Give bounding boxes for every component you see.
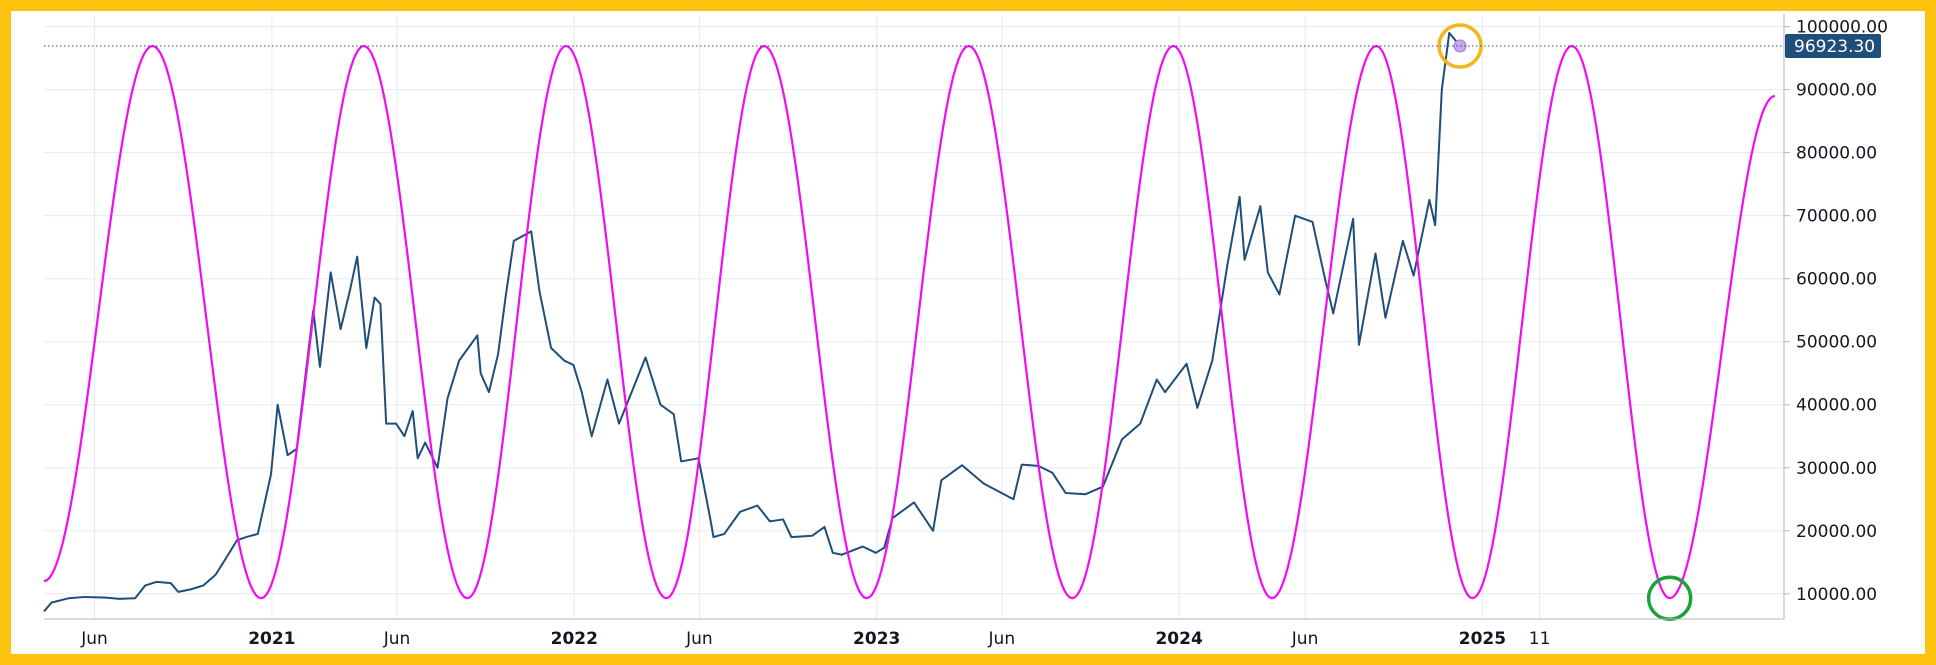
series-layer bbox=[43, 31, 1776, 613]
y-tick-label: 50000.00 bbox=[1796, 333, 1877, 353]
x-tick-label: 2023 bbox=[853, 629, 900, 649]
x-tick-label: 2025 bbox=[1459, 629, 1506, 649]
last-value-badge bbox=[1785, 33, 1881, 58]
last-value-marker: 96923.30 bbox=[44, 33, 1881, 58]
x-tick-label: 2022 bbox=[551, 629, 598, 649]
grid bbox=[44, 14, 1784, 619]
y-tick-label: 10000.00 bbox=[1796, 585, 1877, 605]
y-axis[interactable]: 10000.00 20000.00 30000.00 40000.00 50000.00… bbox=[1784, 18, 1888, 605]
x-tick-label: Jun bbox=[685, 629, 713, 649]
y-tick-label: 70000.00 bbox=[1796, 207, 1877, 227]
y-tick-label: 100000.00 bbox=[1796, 18, 1888, 38]
y-tick-label: 60000.00 bbox=[1796, 270, 1877, 290]
cycle-line bbox=[43, 44, 1776, 600]
y-tick-label: 20000.00 bbox=[1796, 522, 1877, 542]
y-tick-label: 90000.00 bbox=[1796, 81, 1877, 101]
x-axis[interactable]: Jun 2021 Jun 2022 Jun 2023 Jun 2024 Jun 2025 11 bbox=[80, 629, 1550, 649]
x-tick-label: Jun bbox=[80, 629, 108, 649]
x-tick-label: 2021 bbox=[248, 629, 295, 649]
y-tick-label: 40000.00 bbox=[1796, 396, 1877, 416]
x-tick-label: 11 bbox=[1529, 629, 1551, 649]
x-tick-label: 2024 bbox=[1155, 629, 1202, 649]
price-line bbox=[43, 31, 1461, 613]
last-value-label: 96923.30 bbox=[1794, 37, 1875, 57]
chart-background bbox=[11, 11, 1925, 654]
x-tick-label: Jun bbox=[1291, 629, 1319, 649]
y-tick-label: 80000.00 bbox=[1796, 144, 1877, 164]
x-tick-label: Jun bbox=[383, 629, 411, 649]
y-tick-label: 30000.00 bbox=[1796, 459, 1877, 479]
x-tick-label: Jun bbox=[988, 629, 1016, 649]
